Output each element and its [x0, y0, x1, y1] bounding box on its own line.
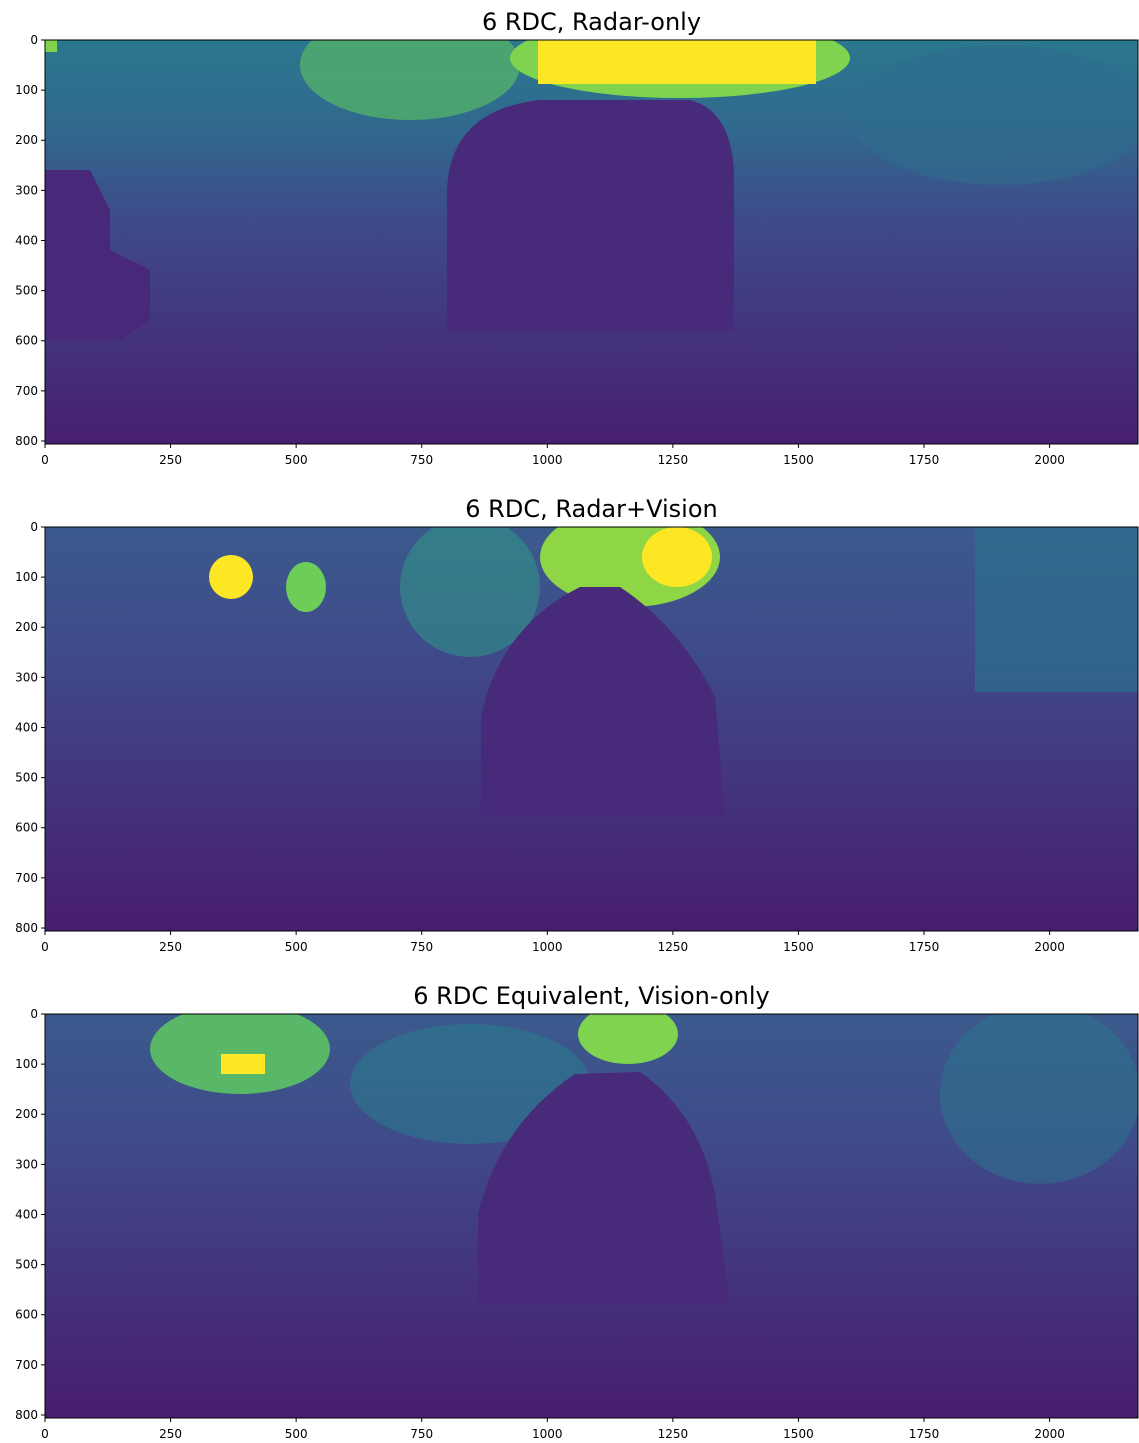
x-tick-label: 750	[410, 940, 433, 954]
x-tick-label: 2000	[1034, 940, 1065, 954]
y-tick-label: 700	[15, 1358, 38, 1372]
image	[45, 1004, 1139, 1418]
y-tick-label: 800	[15, 1408, 38, 1422]
x-tick-label: 500	[285, 940, 308, 954]
y-tick-label: 0	[30, 520, 38, 534]
x-tick-label: 1500	[783, 1427, 814, 1441]
x-tick-label: 1000	[532, 1427, 563, 1441]
x-tick-label: 1500	[783, 940, 814, 954]
panel: 6 RDC Equivalent, Vision-only 0 250 500 750 1…	[0, 974, 1139, 1443]
page-body: {"chart_data": [ {"type": "image", "titl…	[0, 0, 1139, 1443]
y-tick-label: 0	[30, 33, 38, 47]
y-tick-label: 300	[15, 1157, 38, 1171]
y-tick-label: 800	[15, 434, 38, 448]
y-tick-label: 100	[15, 1057, 38, 1071]
y-tick-label: 500	[15, 1258, 38, 1272]
y-tick-label: 100	[15, 83, 38, 97]
y-tick-label: 200	[15, 620, 38, 634]
x-tick-label: 1750	[909, 1427, 940, 1441]
x-tick-label: 250	[159, 1427, 182, 1441]
x-tick-label: 2000	[1034, 1427, 1065, 1441]
image	[45, 507, 1138, 931]
image	[45, 10, 1139, 444]
y-tick-label: 400	[15, 233, 38, 247]
y-tick-label: 500	[15, 284, 38, 298]
x-tick-label: 1000	[532, 453, 563, 467]
x-tick-label: 0	[41, 940, 49, 954]
chart-title: 6 RDC Equivalent, Vision-only	[413, 982, 769, 1010]
y-tick-label: 300	[15, 670, 38, 684]
x-tick-label: 1250	[658, 940, 689, 954]
x-tick-label: 750	[410, 453, 433, 467]
x-tick-label: 250	[159, 940, 182, 954]
y-tick-label: 0	[30, 1007, 38, 1021]
y-tick-label: 700	[15, 384, 38, 398]
y-tick-label: 400	[15, 1207, 38, 1221]
y-tick-label: 400	[15, 720, 38, 734]
x-tick-label: 0	[41, 1427, 49, 1441]
y-tick-label: 700	[15, 871, 38, 885]
x-tick-label: 1250	[658, 453, 689, 467]
y-tick-label: 500	[15, 771, 38, 785]
y-tick-label: 300	[15, 183, 38, 197]
x-tick-label: 500	[285, 1427, 308, 1441]
y-tick-label: 800	[15, 921, 38, 935]
x-tick-label: 250	[159, 453, 182, 467]
x-tick-label: 1750	[909, 453, 940, 467]
y-tick-label: 600	[15, 821, 38, 835]
x-tick-label: 1250	[658, 1427, 689, 1441]
x-tick-label: 1500	[783, 453, 814, 467]
chart-title: 6 RDC, Radar-only	[482, 8, 701, 36]
x-tick-label: 500	[285, 453, 308, 467]
x-tick-label: 1000	[532, 940, 563, 954]
x-tick-label: 2000	[1034, 453, 1065, 467]
x-tick-label: 0	[41, 453, 49, 467]
y-tick-label: 100	[15, 570, 38, 584]
x-tick-label: 750	[410, 1427, 433, 1441]
y-tick-label: 600	[15, 334, 38, 348]
chart-title: 6 RDC, Radar+Vision	[465, 495, 717, 523]
y-tick-label: 200	[15, 1107, 38, 1121]
y-tick-label: 200	[15, 133, 38, 147]
page: body { margin: 0; width: 1139px; height:…	[0, 0, 1139, 1443]
x-tick-label: 1750	[909, 940, 940, 954]
y-tick-label: 600	[15, 1308, 38, 1322]
